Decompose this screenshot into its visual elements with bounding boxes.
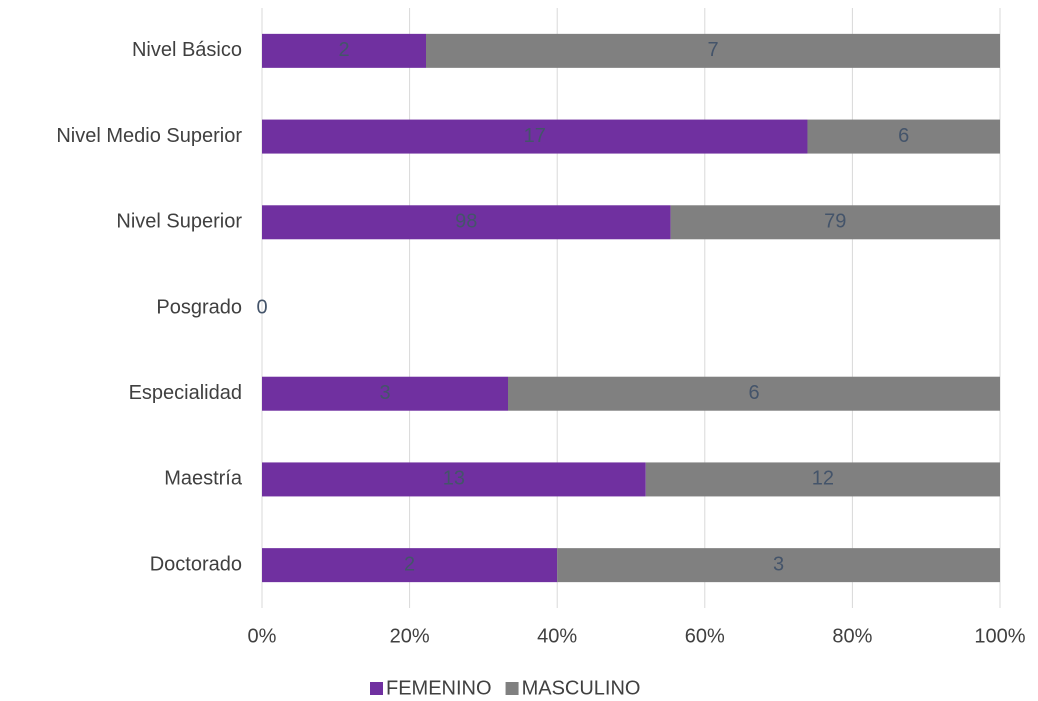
y-tick-label: Nivel Básico [132,39,242,61]
legend-label: MASCULINO [522,677,641,699]
data-label: 17 [524,125,546,147]
bar-segment [670,205,1000,240]
y-tick-label: Doctorado [150,553,242,575]
bar-segment [557,548,1000,583]
bar-segment [262,462,646,497]
bar-segment [508,376,1000,411]
data-label: 2 [338,39,349,61]
x-tick-label: 40% [537,625,577,647]
data-label: 3 [773,553,784,575]
x-tick-label: 0% [248,625,277,647]
data-label: 3 [379,382,390,404]
bar-segment [262,119,808,154]
legend-swatch [370,682,383,695]
bar-segment [262,33,426,68]
bar-segment [645,462,1000,497]
data-label: 79 [824,211,846,233]
bar-segment [807,119,1000,154]
legend-label: FEMENINO [386,677,492,699]
data-label: 12 [812,468,834,490]
y-tick-label: Posgrado [156,296,242,318]
bar-segment [262,548,558,583]
legend-swatch [505,682,519,695]
x-tick-label: 60% [685,625,725,647]
bar-segment [262,376,508,411]
data-label: 13 [443,468,465,490]
data-label: 7 [707,39,718,61]
data-label: 6 [748,382,759,404]
data-label: 2 [404,553,415,575]
data-label: 0 [256,296,267,318]
bar-segment [426,33,1000,68]
x-tick-label: 100% [974,625,1025,647]
data-label: 6 [898,125,909,147]
y-tick-label: Maestría [164,468,243,490]
bar-segment [262,205,671,240]
y-tick-label: Nivel Medio Superior [56,125,242,147]
y-tick-label: Especialidad [129,382,242,404]
data-label: 98 [455,211,477,233]
x-tick-label: 20% [390,625,430,647]
x-tick-label: 80% [832,625,872,647]
y-tick-label: Nivel Superior [116,211,242,233]
